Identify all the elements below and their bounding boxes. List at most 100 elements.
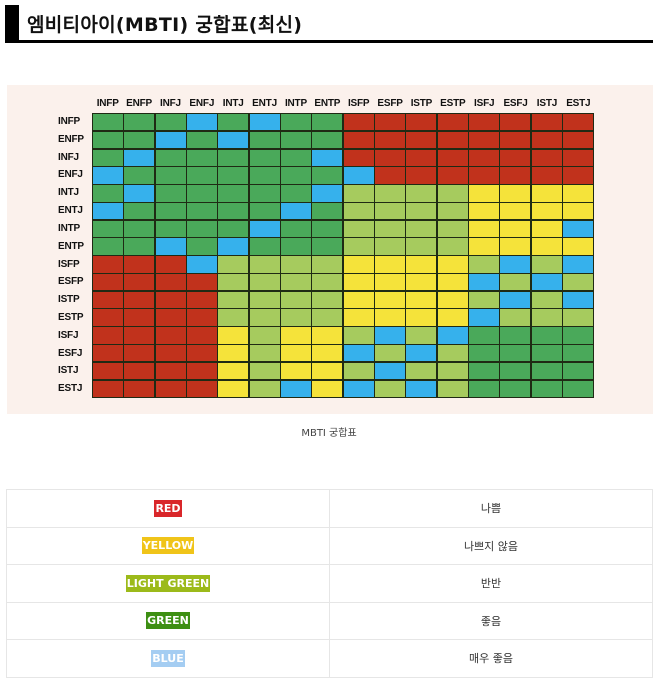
- column-label: ESTJ: [566, 98, 591, 109]
- grid-cell: [374, 273, 405, 291]
- grid-cell: [374, 380, 405, 397]
- grid-cell: [218, 220, 249, 238]
- column-label: ISTJ: [536, 98, 558, 109]
- grid-cell: [186, 114, 218, 131]
- grid-cell: [93, 220, 124, 238]
- row-label: INFJ: [58, 151, 79, 163]
- column-label: ENFJ: [189, 98, 215, 109]
- grid-cell: [218, 362, 249, 380]
- grid-cell: [562, 149, 593, 166]
- grid-cell: [312, 256, 343, 273]
- grid-cell: [249, 362, 280, 380]
- row-label: ENFP: [58, 133, 84, 145]
- grid-cell: [186, 344, 218, 362]
- grid-cell: [218, 256, 249, 273]
- grid-cell: [406, 167, 437, 184]
- grid-cell: [562, 291, 593, 309]
- column-label: INTP: [284, 98, 307, 109]
- grid-cell: [500, 380, 531, 397]
- grid-cell: [374, 256, 405, 273]
- grid-cell: [249, 114, 280, 131]
- column-label: ISFP: [347, 98, 370, 109]
- grid-cell: [218, 185, 249, 202]
- grid-cell: [186, 220, 218, 238]
- grid-cell: [93, 114, 124, 131]
- grid-cell: [406, 256, 437, 273]
- legend-color-cell: LIGHT GREEN: [6, 564, 330, 603]
- legend-row: LIGHT GREEN 반반: [6, 564, 653, 603]
- grid-cell: [374, 362, 405, 380]
- grid-cell: [343, 327, 374, 344]
- grid-cell: [343, 256, 374, 273]
- grid-cell: [124, 380, 155, 397]
- column-label: ESFJ: [503, 98, 528, 109]
- grid-cell: [500, 344, 531, 362]
- grid-cell: [468, 344, 499, 362]
- legend-meaning: 매우 좋음: [329, 639, 653, 678]
- grid-cell: [155, 291, 186, 309]
- grid-cell: [562, 167, 593, 184]
- grid-cell: [155, 114, 186, 131]
- grid-cell: [562, 238, 593, 255]
- grid-cell: [562, 185, 593, 202]
- column-label: ISFJ: [474, 98, 495, 109]
- grid-cell: [343, 380, 374, 397]
- grid-cell: [343, 344, 374, 362]
- grid-cell: [468, 238, 499, 255]
- grid-cell: [280, 327, 312, 344]
- grid-cell: [93, 362, 124, 380]
- grid-cell: [531, 291, 562, 309]
- grid-cell: [93, 344, 124, 362]
- grid-cell: [124, 238, 155, 255]
- grid-cell: [406, 291, 437, 309]
- grid-cell: [500, 273, 531, 291]
- grid-cell: [280, 256, 312, 273]
- grid-cell: [468, 291, 499, 309]
- grid-cell: [155, 273, 186, 291]
- grid-cell: [374, 220, 405, 238]
- chart-caption: MBTI 궁합표: [301, 428, 357, 439]
- grid-cell: [500, 167, 531, 184]
- grid-cell: [343, 149, 374, 166]
- grid-cell: [437, 238, 468, 255]
- row-label: INTJ: [58, 187, 79, 199]
- grid-cell: [531, 380, 562, 397]
- title-underline: [19, 40, 653, 43]
- grid-cell: [562, 114, 593, 131]
- row-label: INTP: [58, 222, 80, 234]
- column-label: INTJ: [222, 98, 244, 109]
- grid-cell: [124, 291, 155, 309]
- row-label: ISTP: [58, 294, 80, 306]
- grid-cell: [562, 362, 593, 380]
- row-label: ISFP: [58, 258, 80, 270]
- column-label: INFJ: [160, 98, 181, 109]
- legend-row: BLUE 매우 좋음: [6, 639, 653, 678]
- grid-cell: [155, 167, 186, 184]
- grid-cell: [343, 309, 374, 326]
- legend-swatch: GREEN: [146, 612, 190, 630]
- grid-cell: [93, 131, 124, 149]
- grid-cell: [374, 309, 405, 326]
- grid-cell: [437, 202, 468, 220]
- grid-cell: [468, 167, 499, 184]
- grid-cell: [406, 273, 437, 291]
- grid-cell: [124, 149, 155, 166]
- grid-cell: [500, 238, 531, 255]
- grid-cell: [531, 238, 562, 255]
- grid-cell: [531, 167, 562, 184]
- grid-cell: [93, 238, 124, 255]
- grid-cell: [280, 167, 312, 184]
- legend-row: RED 나쁨: [6, 489, 653, 528]
- grid-cell: [312, 185, 343, 202]
- grid-cell: [280, 114, 312, 131]
- grid-cell: [186, 202, 218, 220]
- row-label: ESFJ: [58, 347, 83, 359]
- grid-cell: [374, 167, 405, 184]
- column-label: ENTJ: [252, 98, 277, 109]
- grid-cell: [468, 380, 499, 397]
- grid-cell: [437, 380, 468, 397]
- grid-cell: [155, 344, 186, 362]
- column-label: ENTP: [314, 98, 341, 109]
- grid-cell: [437, 167, 468, 184]
- grid-cell: [500, 362, 531, 380]
